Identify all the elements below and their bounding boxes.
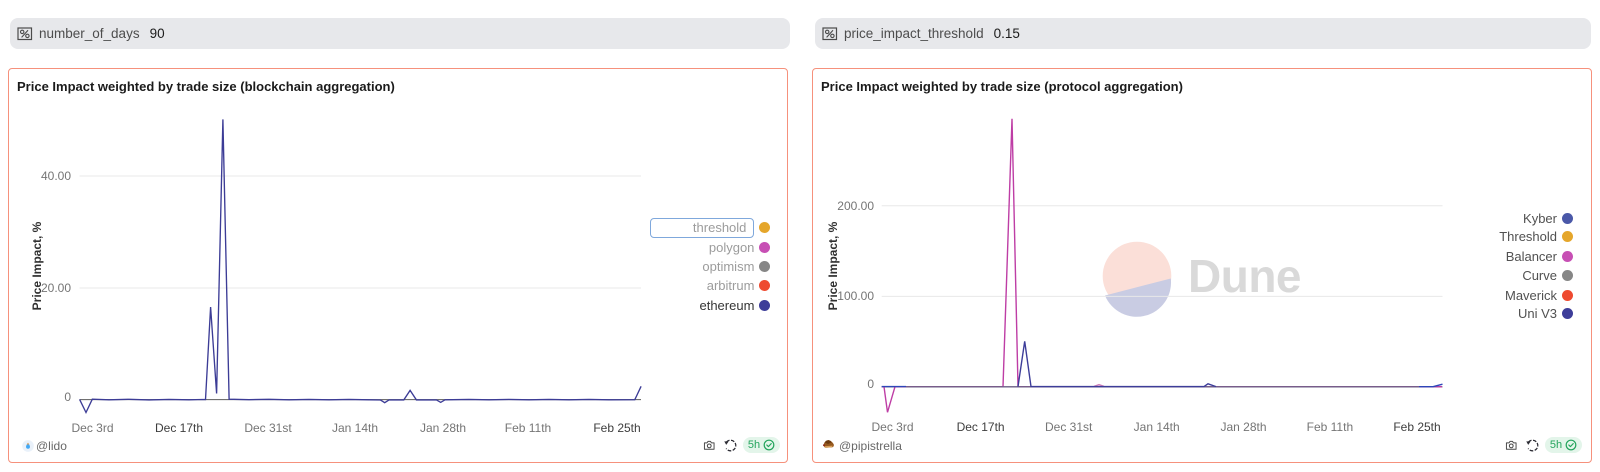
svg-text:Dune: Dune — [1188, 250, 1301, 302]
